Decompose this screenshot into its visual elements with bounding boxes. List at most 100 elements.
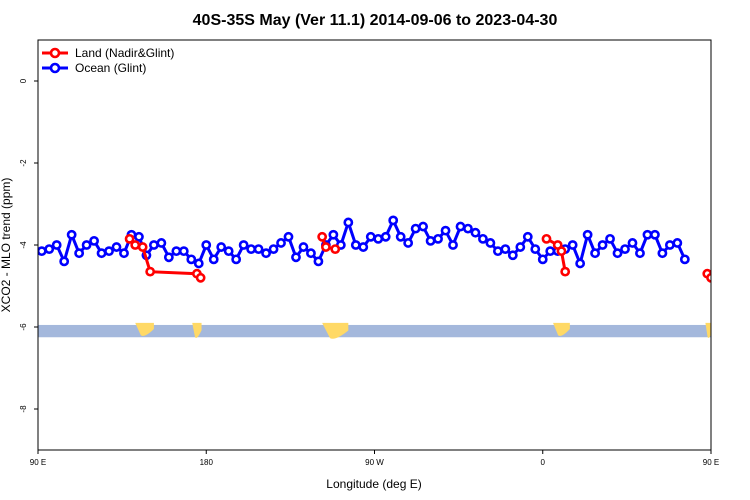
- land-series-point: [317, 231, 328, 242]
- ocean-series-point: [66, 229, 77, 240]
- ocean-series-point: [59, 256, 70, 267]
- ocean-series-point: [186, 254, 197, 265]
- ocean-series-point: [283, 231, 294, 242]
- ocean-series-point: [238, 240, 249, 250]
- ocean-series-point: [365, 231, 376, 242]
- land-series-point: [560, 266, 571, 277]
- ocean-series-point: [156, 238, 167, 248]
- ocean-series-point: [276, 238, 286, 248]
- land-series-point: [195, 272, 206, 283]
- ocean-series-point: [268, 244, 279, 254]
- ocean-series-point: [433, 233, 443, 244]
- x-axis: 90 E 180 90 W 0 90 E: [30, 450, 719, 467]
- land-mass: [705, 322, 711, 338]
- ocean-series-point: [350, 240, 361, 250]
- land-mass: [322, 322, 349, 339]
- ocean-series-point: [261, 248, 271, 259]
- x-tick-label: 180: [200, 458, 214, 467]
- ocean-series-point: [545, 246, 556, 257]
- legend-swatch-marker: [49, 47, 61, 59]
- ocean-series-point: [96, 248, 107, 259]
- ocean-series-point: [664, 240, 675, 250]
- land-mass: [553, 322, 570, 336]
- land-series-point: [145, 266, 156, 277]
- y-axis: 0 -2 -4 -6 -8: [19, 78, 38, 413]
- ocean-series-point: [492, 246, 503, 257]
- y-tick-label: -8: [19, 405, 28, 413]
- land-mass: [192, 322, 202, 338]
- ocean-series-point: [81, 240, 92, 250]
- ocean-series-point: [425, 235, 436, 246]
- ocean-series-point: [208, 254, 219, 265]
- ocean-series-point: [515, 242, 526, 252]
- ocean-series-point: [507, 250, 518, 261]
- land-series-point: [130, 240, 141, 250]
- series-layer: [38, 215, 711, 283]
- ocean-series-point: [291, 252, 301, 263]
- ocean-series-point: [149, 240, 159, 250]
- legend: Land (Nadir&Glint)Ocean (Glint): [42, 46, 174, 75]
- map-band: [38, 322, 711, 339]
- land-series-point: [330, 244, 341, 254]
- ocean-series-point: [575, 258, 586, 269]
- land-series-point: [706, 272, 711, 283]
- ocean-series-point: [44, 244, 55, 254]
- ocean-series-point: [500, 244, 511, 254]
- ocean-series-point: [635, 248, 645, 259]
- ocean-series-point: [223, 246, 234, 257]
- ocean-series-point: [463, 223, 473, 234]
- chart-title: 40S-35S May (Ver 11.1) 2014-09-06 to 202…: [193, 12, 558, 29]
- ocean-series-point: [328, 229, 339, 240]
- ocean-series-point: [134, 231, 144, 242]
- ocean-series-point: [253, 244, 264, 254]
- ocean-series-point: [216, 242, 227, 252]
- land-series-point: [124, 233, 135, 244]
- legend-entry: Ocean (Glint): [75, 61, 146, 75]
- y-axis-label: XCO2 - MLO trend (ppm): [0, 178, 13, 313]
- ocean-series-point: [672, 238, 683, 248]
- ocean-series-point: [470, 227, 481, 238]
- ocean-series-point: [38, 246, 47, 257]
- ocean-series-point: [171, 246, 182, 257]
- x-tick-label: 90 W: [365, 458, 384, 467]
- ocean-series-point: [657, 248, 668, 259]
- ocean-series-point: [410, 223, 421, 234]
- ocean-series-point: [537, 254, 548, 265]
- land-series-point: [541, 233, 552, 244]
- ocean-series-point: [193, 258, 204, 269]
- ocean-series-point: [306, 248, 316, 259]
- ocean-series-point: [201, 240, 212, 250]
- ocean-series-point: [605, 233, 615, 244]
- ocean-series-point: [478, 233, 488, 244]
- ocean-series-point: [590, 248, 600, 259]
- ocean-band: [38, 324, 711, 338]
- ocean-series-point: [388, 215, 399, 226]
- ocean-series-point: [74, 248, 85, 259]
- ocean-series-point: [231, 254, 242, 265]
- ocean-series-point: [522, 231, 533, 242]
- ocean-series-point: [650, 229, 660, 240]
- ocean-series-point: [395, 231, 406, 242]
- ocean-series-point: [119, 248, 129, 259]
- ocean-series-point: [89, 235, 99, 246]
- ocean-series-point: [111, 242, 122, 252]
- ocean-series-point: [642, 229, 653, 240]
- ocean-series-point: [403, 238, 414, 248]
- land-series-point: [320, 242, 331, 252]
- legend-entry: Land (Nadir&Glint): [75, 46, 174, 60]
- x-tick-label: 90 E: [30, 458, 46, 467]
- ocean-series-point: [620, 244, 630, 254]
- ocean-series-point: [440, 225, 451, 236]
- ocean-series-point: [567, 240, 578, 250]
- ocean-series-point: [612, 248, 623, 259]
- ocean-series-point: [679, 254, 690, 265]
- ocean-series-point: [373, 233, 384, 244]
- ocean-series-point: [298, 242, 309, 252]
- y-tick-label: -4: [19, 241, 28, 249]
- ocean-series-point: [455, 221, 466, 232]
- ocean-series-point: [343, 217, 354, 228]
- ocean-series-point: [163, 252, 174, 263]
- land-series-point: [556, 246, 567, 257]
- ocean-series-point: [178, 246, 189, 257]
